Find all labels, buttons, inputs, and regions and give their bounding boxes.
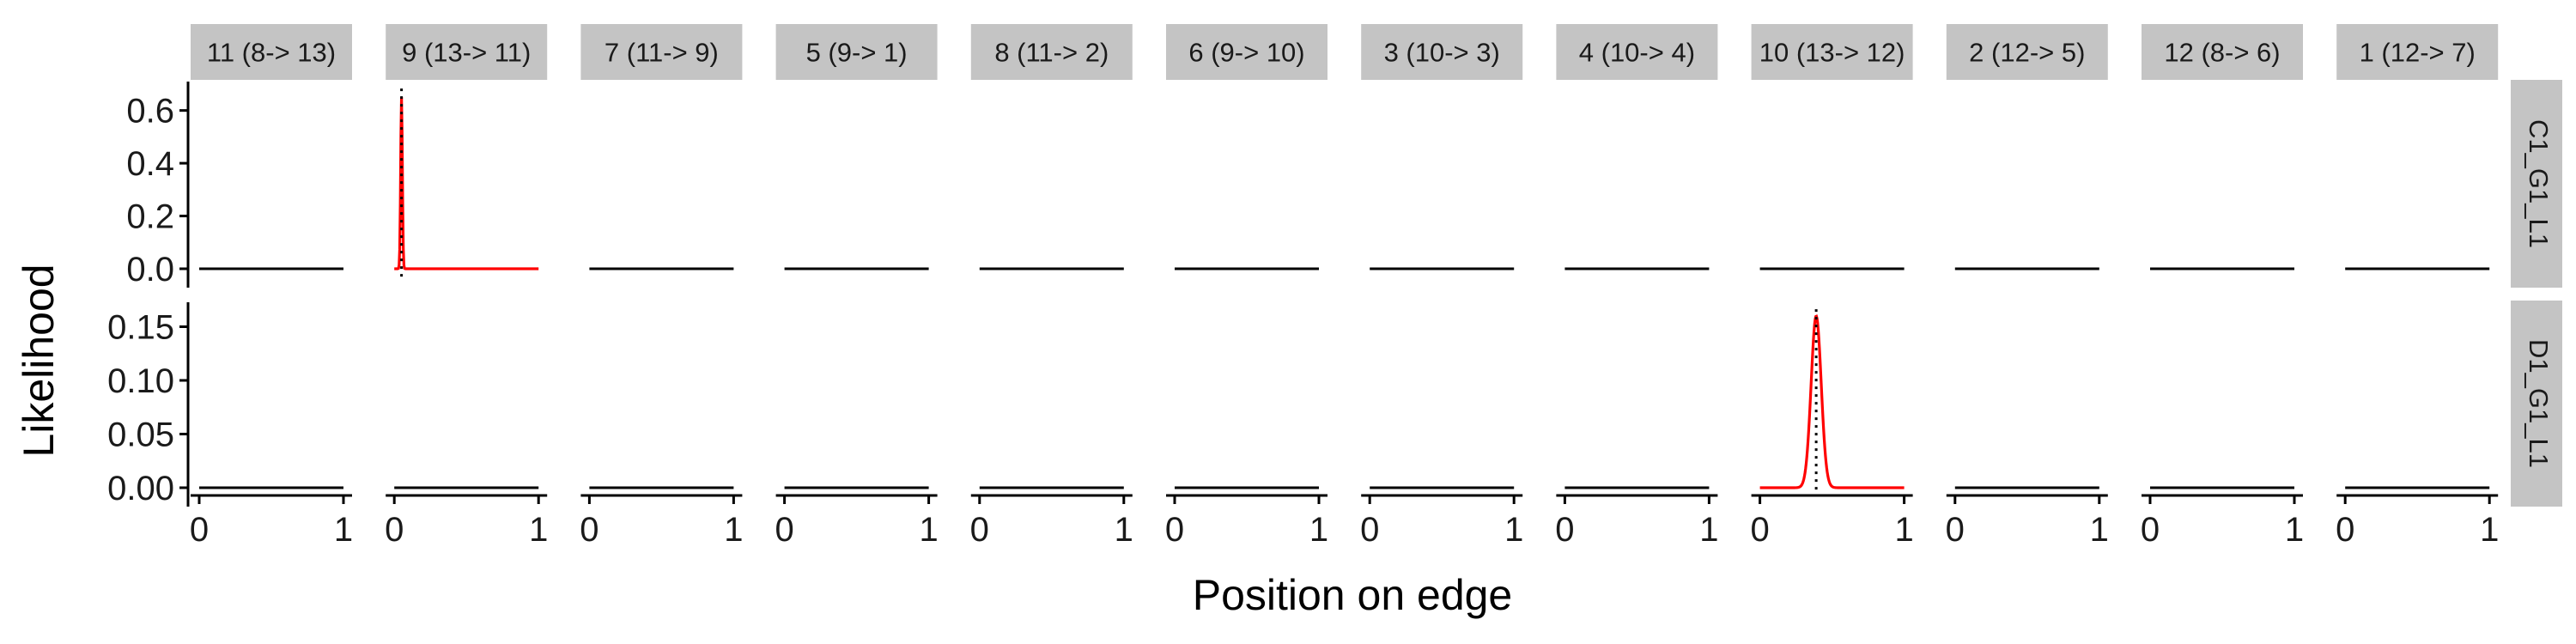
column-strip — [2336, 24, 2499, 80]
y-tick-label: 0.0 — [126, 251, 174, 289]
x-tick-label: 1 — [1504, 511, 1523, 549]
column-strip-label: 9 (13-> 11) — [402, 38, 531, 68]
y-axis-title: Likelihood — [15, 264, 63, 457]
column-strip-label: 10 (13-> 12) — [1759, 38, 1905, 68]
x-tick-label: 1 — [1309, 511, 1328, 549]
panel — [394, 88, 539, 277]
x-tick-label: 0 — [385, 511, 404, 549]
column-strip — [1166, 24, 1327, 80]
x-tick-label: 0 — [1165, 511, 1184, 549]
x-tick-label: 1 — [334, 511, 353, 549]
x-tick-label: 0 — [775, 511, 793, 549]
column-strip-label: 12 (8-> 6) — [2164, 38, 2280, 68]
y-tick-label: 0.2 — [126, 198, 174, 236]
column-strip-label: 1 (12-> 7) — [2360, 38, 2476, 68]
column-strip-label: 11 (8-> 13) — [207, 38, 336, 68]
y-axes: 0.0 0.2 0.4 0.6 0.00 0.05 0.10 0.15 — [107, 82, 190, 507]
x-tick-label: 1 — [724, 511, 743, 549]
row-strip — [2511, 80, 2562, 288]
column-strip-label: 6 (9-> 10) — [1188, 38, 1304, 68]
x-tick-label: 1 — [1894, 511, 1913, 549]
density-line — [394, 97, 539, 270]
x-tick-label: 1 — [2480, 511, 2499, 549]
x-tick-label: 0 — [970, 511, 989, 549]
column-strip — [2142, 24, 2303, 80]
column-strip — [1361, 24, 1523, 80]
x-tick-label: 0 — [2141, 511, 2160, 549]
column-strip-label: 2 (12-> 5) — [1969, 38, 2085, 68]
column-strip — [386, 24, 548, 80]
column-strip-label: 3 (10-> 3) — [1384, 38, 1500, 68]
y-tick-label: 0.00 — [107, 470, 174, 507]
column-strips: 11 (8-> 13) 9 (13-> 11) 7 (11-> 9) 5 (9-> 1… — [191, 24, 2499, 80]
x-tick-label: 1 — [2285, 511, 2304, 549]
x-tick-label: 0 — [1750, 511, 1769, 549]
x-tick-label: 1 — [529, 511, 548, 549]
x-tick-label: 0 — [580, 511, 598, 549]
row-strip-label: D1_G1_L1 — [2524, 339, 2554, 468]
density-line — [1759, 314, 1905, 489]
column-strip-label: 8 (11-> 2) — [994, 38, 1109, 68]
column-strip-label: 4 (10-> 4) — [1579, 38, 1695, 68]
x-tick-label: 1 — [2090, 511, 2109, 549]
column-strip — [775, 24, 938, 80]
column-strip-label: 7 (11-> 9) — [605, 38, 719, 68]
x-axis-title: Position on edge — [1193, 571, 1513, 619]
x-tick-label: 1 — [1699, 511, 1718, 549]
y-tick-label: 0.05 — [107, 416, 174, 454]
y-tick-label: 0.10 — [107, 362, 174, 400]
column-strip — [580, 24, 743, 80]
x-tick-label: 0 — [1360, 511, 1379, 549]
y-tick-label: 0.6 — [126, 93, 174, 131]
y-tick-label: 0.4 — [126, 145, 174, 183]
x-tick-label: 1 — [919, 511, 938, 549]
panels — [199, 88, 2490, 496]
x-tick-label: 0 — [2336, 511, 2354, 549]
column-strip — [970, 24, 1133, 80]
y-tick-label: 0.15 — [107, 309, 174, 347]
row-strip-label: C1_G1_L1 — [2524, 119, 2554, 248]
x-tick-label: 1 — [1115, 511, 1133, 549]
row-strips: C1_G1_L1 D1_G1_L1 — [2511, 80, 2562, 507]
column-strip — [1946, 24, 2108, 80]
column-strip — [1751, 24, 1913, 80]
panel — [1759, 309, 1905, 496]
column-strip — [191, 24, 352, 80]
column-strip — [1556, 24, 1718, 80]
x-tick-label: 0 — [1555, 511, 1574, 549]
row-strip — [2511, 301, 2562, 507]
column-strip-label: 5 (9-> 1) — [806, 38, 908, 68]
x-tick-label: 0 — [1946, 511, 1965, 549]
x-tick-label: 0 — [190, 511, 209, 549]
